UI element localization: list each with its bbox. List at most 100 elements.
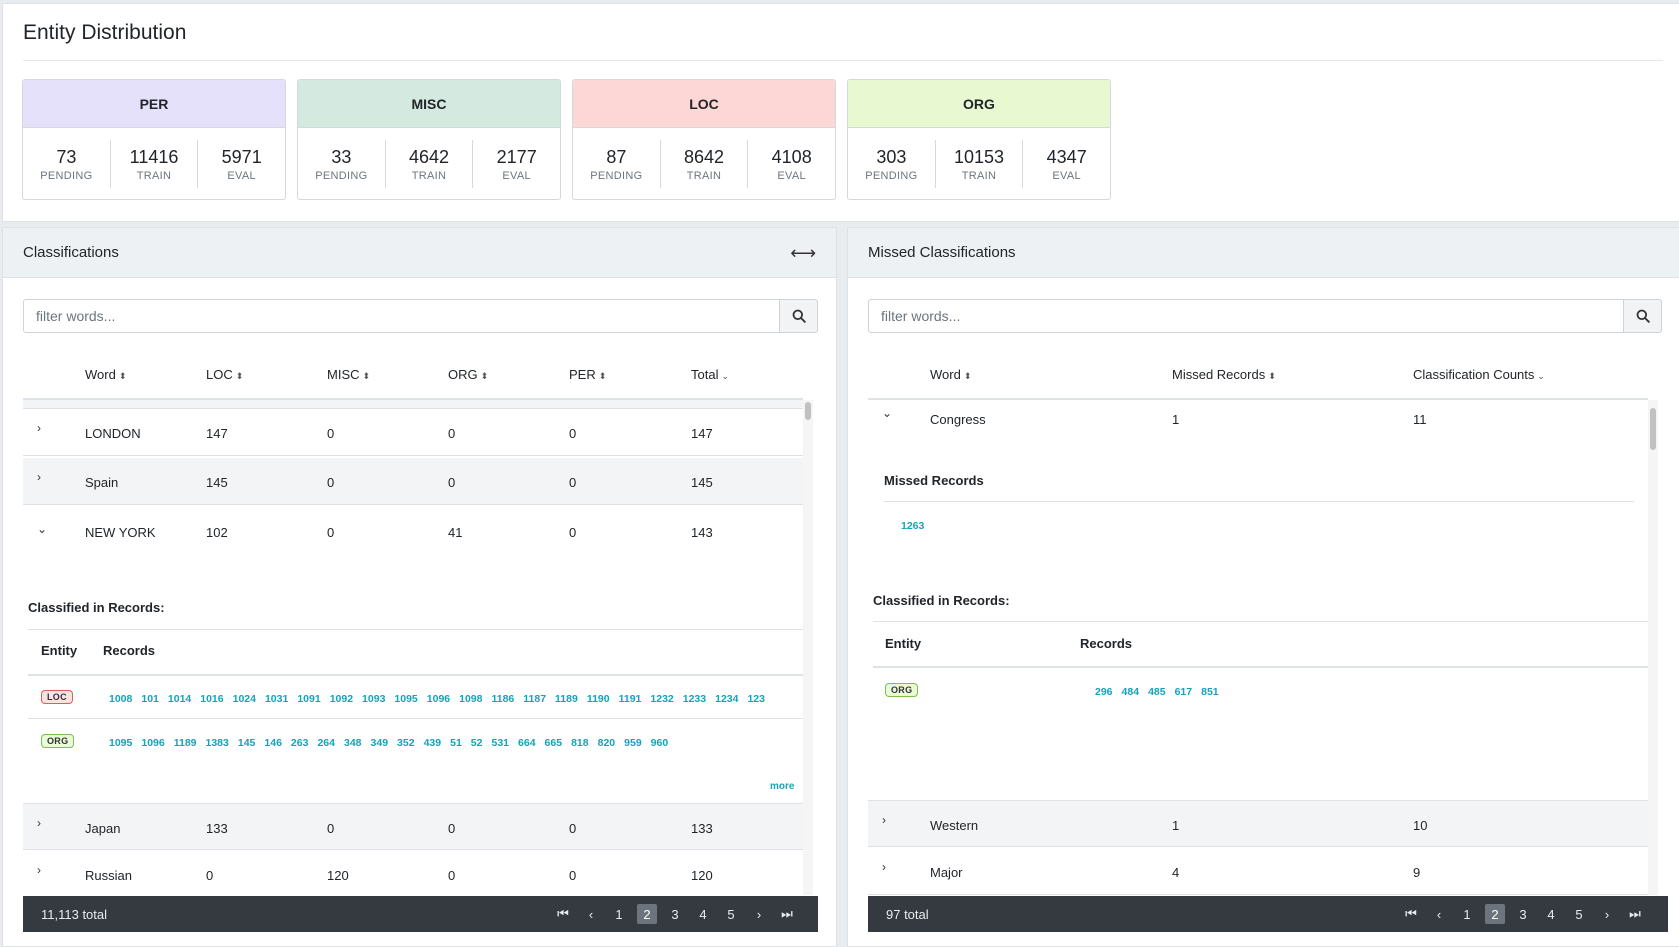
record-link[interactable]: 1383 [205, 737, 229, 749]
page-5[interactable]: 5 [727, 906, 735, 922]
record-link[interactable]: 1098 [459, 693, 483, 705]
table-row[interactable]: › Russian 0 120 0 0 120 [23, 851, 803, 895]
chevron-right-icon[interactable]: › [37, 421, 41, 435]
chevron-right-icon[interactable]: › [882, 860, 886, 874]
record-link[interactable]: 664 [518, 737, 536, 749]
record-link[interactable]: 960 [650, 737, 669, 749]
record-link[interactable]: 617 [1174, 686, 1193, 698]
page-3[interactable]: 3 [671, 906, 679, 922]
chevron-right-icon[interactable]: › [882, 813, 886, 827]
record-link[interactable]: 851 [1201, 686, 1219, 698]
record-link[interactable]: 145 [237, 737, 256, 749]
record-link[interactable]: 439 [423, 737, 442, 749]
record-link[interactable]: 1095 [394, 693, 418, 705]
record-link[interactable]: 1233 [682, 693, 707, 705]
chevron-down-icon[interactable]: ⌄ [882, 406, 893, 420]
page-3[interactable]: 3 [1519, 906, 1527, 922]
table-row-expanded[interactable]: ⌄ NEW YORK 102 0 41 0 143 [23, 508, 803, 555]
column-header-misc[interactable]: MISC ⬍ [327, 367, 370, 382]
chevron-down-icon[interactable]: ⌄ [37, 522, 48, 536]
page-2[interactable]: 2 [637, 904, 657, 924]
next-page-icon[interactable]: › [1604, 906, 1610, 922]
scrollbar-thumb[interactable] [1650, 408, 1656, 450]
page-1[interactable]: 1 [1463, 906, 1471, 922]
record-link[interactable]: 264 [317, 737, 335, 749]
column-header-word[interactable]: Word ⬍ [930, 367, 971, 382]
more-link[interactable]: more [770, 781, 795, 792]
chevron-right-icon[interactable]: › [37, 863, 41, 877]
prev-page-icon[interactable]: ‹ [1436, 906, 1442, 922]
record-link[interactable]: 1186 [491, 693, 515, 705]
record-link[interactable]: 101 [141, 693, 159, 705]
record-link[interactable]: 1234 [715, 693, 739, 705]
scrollbar[interactable] [1648, 400, 1658, 895]
first-page-icon[interactable]: ⏮ [1405, 906, 1417, 921]
page-5[interactable]: 5 [1575, 906, 1583, 922]
scrollbar-thumb[interactable] [805, 402, 811, 420]
record-link[interactable]: 1191 [618, 693, 642, 705]
record-link[interactable]: 1096 [141, 737, 165, 749]
record-link[interactable]: 820 [597, 737, 616, 749]
record-link[interactable]: 1093 [362, 693, 386, 705]
record-link[interactable]: 531 [491, 737, 510, 749]
record-link[interactable]: 1024 [232, 693, 256, 705]
column-header-classification-counts[interactable]: Classification Counts ⌄ [1413, 367, 1545, 382]
chevron-right-icon[interactable]: › [37, 470, 41, 484]
record-link[interactable]: 51 [450, 737, 462, 749]
record-link[interactable]: 348 [343, 737, 362, 749]
record-link[interactable]: 1096 [426, 693, 451, 705]
record-link[interactable]: 1189 [173, 737, 197, 749]
record-link[interactable]: 1014 [167, 693, 192, 705]
first-page-icon[interactable]: ⏮ [557, 906, 569, 921]
record-link[interactable]: 1016 [200, 693, 224, 705]
record-link[interactable]: 1189 [555, 693, 578, 705]
table-row[interactable]: › Major 4 9 [868, 848, 1648, 895]
record-link[interactable]: 1031 [264, 693, 289, 705]
record-link[interactable]: 485 [1148, 686, 1166, 698]
table-row[interactable]: › Japan 133 0 0 0 133 [23, 803, 803, 850]
record-link[interactable]: 1232 [650, 693, 674, 705]
record-link[interactable]: 52 [470, 737, 483, 749]
record-link[interactable]: 484 [1121, 686, 1140, 698]
column-header-org[interactable]: ORG ⬍ [448, 367, 488, 382]
column-header-missed-records[interactable]: Missed Records ⬍ [1172, 367, 1276, 382]
search-input[interactable] [868, 299, 1624, 333]
prev-page-icon[interactable]: ‹ [588, 906, 594, 922]
record-link[interactable]: 263 [290, 737, 309, 749]
record-link[interactable]: 959 [624, 737, 642, 749]
last-page-icon[interactable]: ⏭ [1629, 906, 1641, 921]
table-row[interactable]: › Western 1 10 [868, 800, 1648, 847]
search-button[interactable] [780, 299, 818, 333]
page-2[interactable]: 2 [1485, 904, 1505, 924]
column-header-per[interactable]: PER ⬍ [569, 367, 606, 382]
record-link[interactable]: 1092 [329, 693, 354, 705]
table-row-expanded[interactable]: ⌄ Congress 1 11 [868, 400, 1648, 447]
record-link[interactable]: 1263 [901, 520, 925, 532]
next-page-icon[interactable]: › [756, 906, 762, 922]
column-header-total[interactable]: Total ⌄ [691, 367, 729, 382]
last-page-icon[interactable]: ⏭ [781, 906, 793, 921]
record-link[interactable]: 123 [747, 693, 765, 705]
page-4[interactable]: 4 [1547, 906, 1555, 922]
page-1[interactable]: 1 [615, 906, 623, 922]
record-link[interactable]: 665 [544, 737, 563, 749]
record-link[interactable]: 1095 [109, 737, 133, 749]
record-link[interactable]: 352 [397, 737, 415, 749]
record-link[interactable]: 296 [1095, 686, 1113, 698]
record-link[interactable]: 1190 [586, 693, 610, 705]
column-header-word[interactable]: Word ⬍ [85, 367, 126, 382]
record-link[interactable]: 1187 [523, 693, 547, 705]
record-link[interactable]: 1091 [297, 693, 321, 705]
search-input[interactable] [23, 299, 780, 333]
page-4[interactable]: 4 [699, 906, 707, 922]
record-link[interactable]: 1008 [109, 693, 133, 705]
arrows-horizontal-icon[interactable]: ⟷ [790, 243, 816, 263]
record-link[interactable]: 349 [370, 737, 389, 749]
record-link[interactable]: 818 [571, 737, 589, 749]
search-button[interactable] [1624, 299, 1662, 333]
column-header-loc[interactable]: LOC ⬍ [206, 367, 243, 382]
chevron-right-icon[interactable]: › [37, 816, 41, 830]
table-row[interactable]: › LONDON 147 0 0 0 147 [23, 409, 803, 456]
table-row[interactable]: › Spain 145 0 0 0 145 [23, 458, 803, 505]
record-link[interactable]: 146 [264, 737, 282, 749]
